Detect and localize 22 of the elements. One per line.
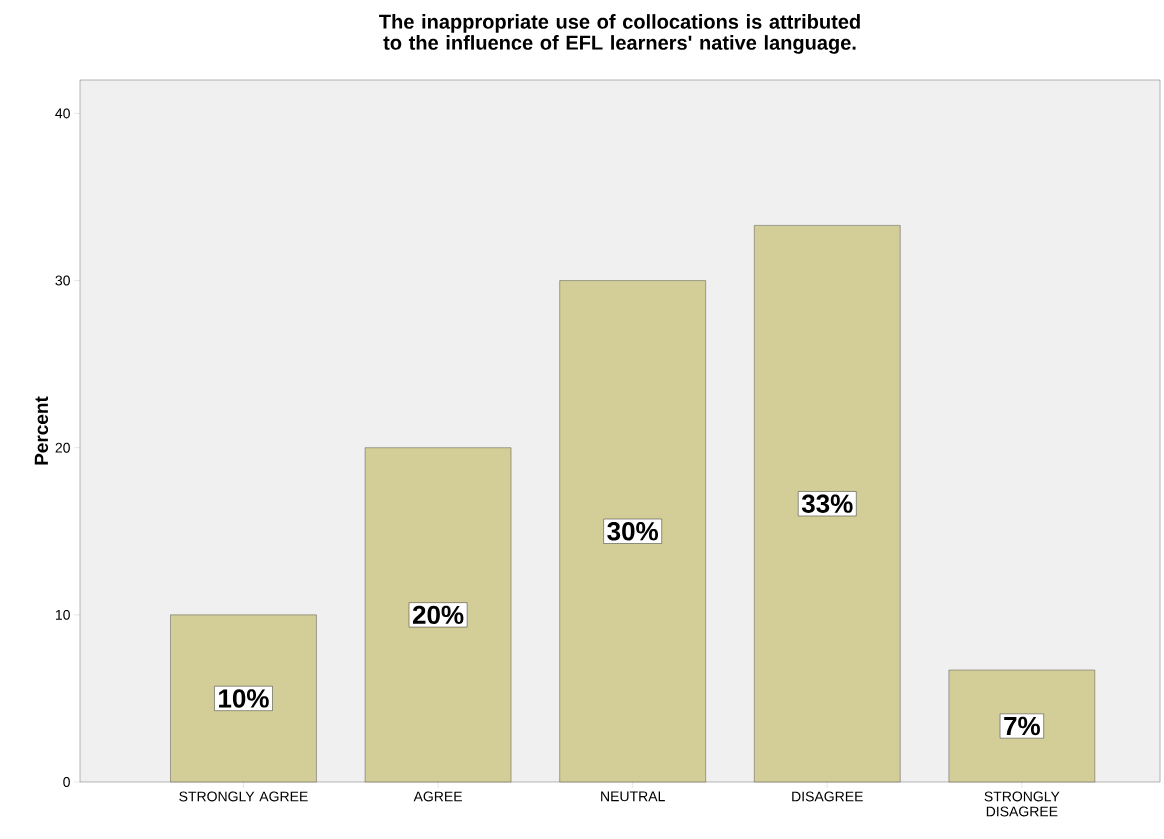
data-label: 7%: [1004, 716, 1040, 736]
chart-title: The inappropriate use of collocations is attributed to the influence of EFL learners' native language.: [379, 14, 860, 54]
x-tick-label: AGREE: [413, 791, 462, 802]
data-label: 20%: [412, 605, 464, 625]
y-tick-label: 10: [55, 609, 70, 620]
data-label: 30%: [607, 522, 658, 541]
y-tick-label: 0: [63, 777, 70, 787]
y-tick-label: 30: [55, 275, 70, 286]
y-axis-title: Percent: [34, 396, 49, 465]
data-label: 10%: [219, 689, 269, 708]
x-tick-label: STRONGLY AGREE: [179, 791, 308, 802]
bar: [948, 669, 1096, 783]
data-label: 33%: [801, 494, 853, 513]
x-tick-label: DISAGREE: [792, 791, 863, 802]
bar: [559, 280, 706, 783]
x-tick-label: NEUTRAL: [601, 791, 665, 802]
bar: [364, 447, 512, 783]
y-tick-label: 40: [55, 108, 70, 119]
bar: [170, 614, 317, 783]
bar: [754, 225, 901, 783]
y-tick-label: 20: [55, 442, 70, 453]
x-tick-label: STRONGLY DISAGREE: [984, 791, 1060, 817]
